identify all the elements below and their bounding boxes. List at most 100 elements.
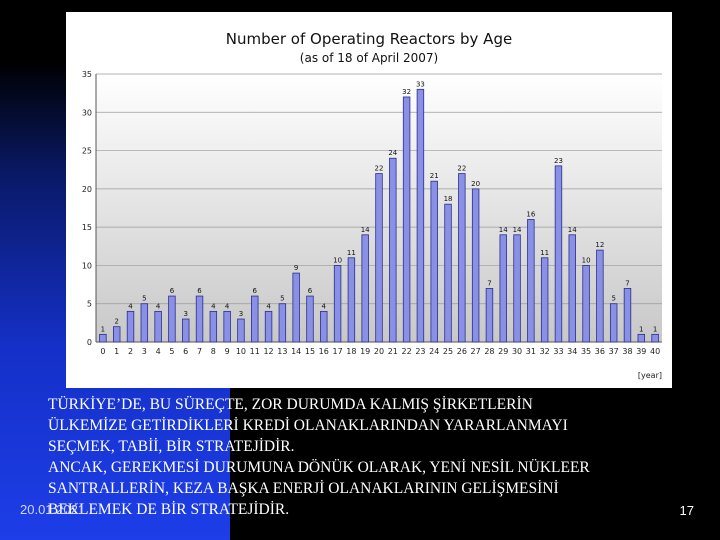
footer-date: 20.01.2021 bbox=[20, 502, 86, 517]
x-tick-label: 5 bbox=[169, 347, 174, 356]
data-label: 12 bbox=[595, 241, 604, 249]
bar bbox=[554, 165, 563, 343]
data-label: 32 bbox=[402, 88, 411, 96]
bar bbox=[99, 333, 107, 343]
data-label: 22 bbox=[375, 165, 384, 173]
x-tick-label: 25 bbox=[443, 347, 453, 356]
x-tick-label: 23 bbox=[415, 347, 425, 356]
data-label: 21 bbox=[430, 172, 439, 180]
bar bbox=[347, 257, 356, 343]
x-tick-label: 2 bbox=[128, 347, 133, 356]
bar bbox=[361, 234, 369, 343]
x-tick-label: 15 bbox=[305, 347, 315, 356]
data-label: 6 bbox=[197, 287, 202, 295]
data-label: 5 bbox=[142, 295, 146, 303]
y-tick-label: 0 bbox=[87, 338, 92, 347]
data-label: 3 bbox=[239, 310, 243, 318]
bar bbox=[402, 96, 411, 343]
x-tick-label: 22 bbox=[402, 347, 412, 356]
data-label: 4 bbox=[128, 302, 133, 310]
x-tick-label: 26 bbox=[457, 347, 467, 356]
x-tick-label: 24 bbox=[429, 347, 439, 356]
x-tick-label: 29 bbox=[498, 347, 508, 356]
bar bbox=[306, 295, 314, 343]
body-line: BEKLEMEK DE BİR STRATEJİDİR. bbox=[48, 501, 290, 518]
x-tick-label: 32 bbox=[540, 347, 550, 356]
data-label: 6 bbox=[308, 287, 313, 295]
data-label: 1 bbox=[653, 325, 657, 333]
bar bbox=[430, 180, 438, 343]
y-tick-label: 35 bbox=[82, 70, 92, 79]
x-tick-label: 38 bbox=[622, 347, 632, 356]
x-tick-label: 39 bbox=[636, 347, 646, 356]
x-tick-label: 28 bbox=[484, 347, 494, 356]
body-line: TÜRKİYE’DE, BU SÜREÇTE, ZOR DURUMDA KALM… bbox=[48, 396, 533, 413]
y-tick-label: 5 bbox=[87, 300, 92, 309]
bar bbox=[182, 318, 190, 343]
y-tick-label: 30 bbox=[82, 108, 92, 117]
bar bbox=[223, 310, 231, 343]
x-tick-label: 4 bbox=[156, 347, 161, 356]
bar bbox=[264, 310, 273, 343]
bar bbox=[209, 310, 218, 343]
x-tick-label: 8 bbox=[211, 347, 216, 356]
y-tick-label: 25 bbox=[82, 147, 92, 156]
data-label: 14 bbox=[568, 226, 577, 234]
bar bbox=[112, 326, 121, 343]
data-label: 1 bbox=[639, 325, 643, 333]
data-label: 14 bbox=[361, 226, 370, 234]
bar bbox=[499, 234, 507, 343]
bar bbox=[637, 333, 646, 343]
data-label: 7 bbox=[625, 279, 629, 287]
bar bbox=[582, 265, 590, 343]
x-tick-label: 33 bbox=[553, 347, 563, 356]
x-tick-label: 17 bbox=[332, 347, 342, 356]
data-label: 14 bbox=[513, 226, 522, 234]
bar bbox=[154, 310, 162, 343]
body-line: SEÇMEK, TABİİ, BİR STRATEJİDİR. bbox=[48, 438, 295, 455]
body-line: SANTRALLERİN, KEZA BAŞKA ENERJİ OLANAKLA… bbox=[48, 480, 559, 497]
y-tick-label: 10 bbox=[82, 261, 92, 270]
x-tick-label: 21 bbox=[388, 347, 398, 356]
data-label: 4 bbox=[225, 302, 230, 310]
data-label: 23 bbox=[554, 157, 563, 165]
x-tick-label: 9 bbox=[225, 347, 230, 356]
data-label: 14 bbox=[499, 226, 508, 234]
body-line: ÜLKEMİZE GETİRDİKLERİ KREDİ OLANAKLARIND… bbox=[48, 417, 568, 434]
data-label: 5 bbox=[280, 295, 284, 303]
bar bbox=[237, 318, 245, 343]
y-tick-label: 20 bbox=[82, 185, 92, 194]
page-number: 17 bbox=[679, 503, 694, 518]
bar bbox=[320, 310, 328, 343]
bar bbox=[375, 173, 383, 343]
bar bbox=[485, 287, 494, 343]
data-label: 18 bbox=[444, 195, 453, 203]
data-label: 11 bbox=[347, 249, 356, 257]
bar bbox=[651, 333, 659, 343]
data-label: 22 bbox=[457, 165, 466, 173]
data-label: 4 bbox=[156, 302, 161, 310]
x-tick-label: 27 bbox=[471, 347, 481, 356]
chart-title: Number of Operating Reactors by Age bbox=[225, 30, 513, 48]
data-label: 4 bbox=[322, 302, 327, 310]
x-tick-label: 19 bbox=[360, 347, 370, 356]
bar bbox=[292, 272, 300, 343]
data-label: 5 bbox=[611, 295, 615, 303]
bar bbox=[126, 310, 135, 343]
y-tick-label: 15 bbox=[82, 223, 92, 232]
x-tick-label: 10 bbox=[236, 347, 246, 356]
data-label: 4 bbox=[211, 302, 216, 310]
x-tick-label: 18 bbox=[346, 347, 356, 356]
x-tick-label: 36 bbox=[595, 347, 605, 356]
bar bbox=[195, 295, 204, 343]
bar bbox=[333, 265, 342, 343]
bar bbox=[623, 287, 632, 343]
x-tick-label: 31 bbox=[526, 347, 536, 356]
bar bbox=[527, 219, 535, 343]
x-tick-label: 12 bbox=[263, 347, 273, 356]
data-label: 1 bbox=[101, 325, 105, 333]
x-tick-label: 40 bbox=[650, 347, 660, 356]
bar bbox=[168, 295, 176, 343]
data-label: 7 bbox=[487, 279, 491, 287]
x-tick-label: 1 bbox=[114, 347, 119, 356]
